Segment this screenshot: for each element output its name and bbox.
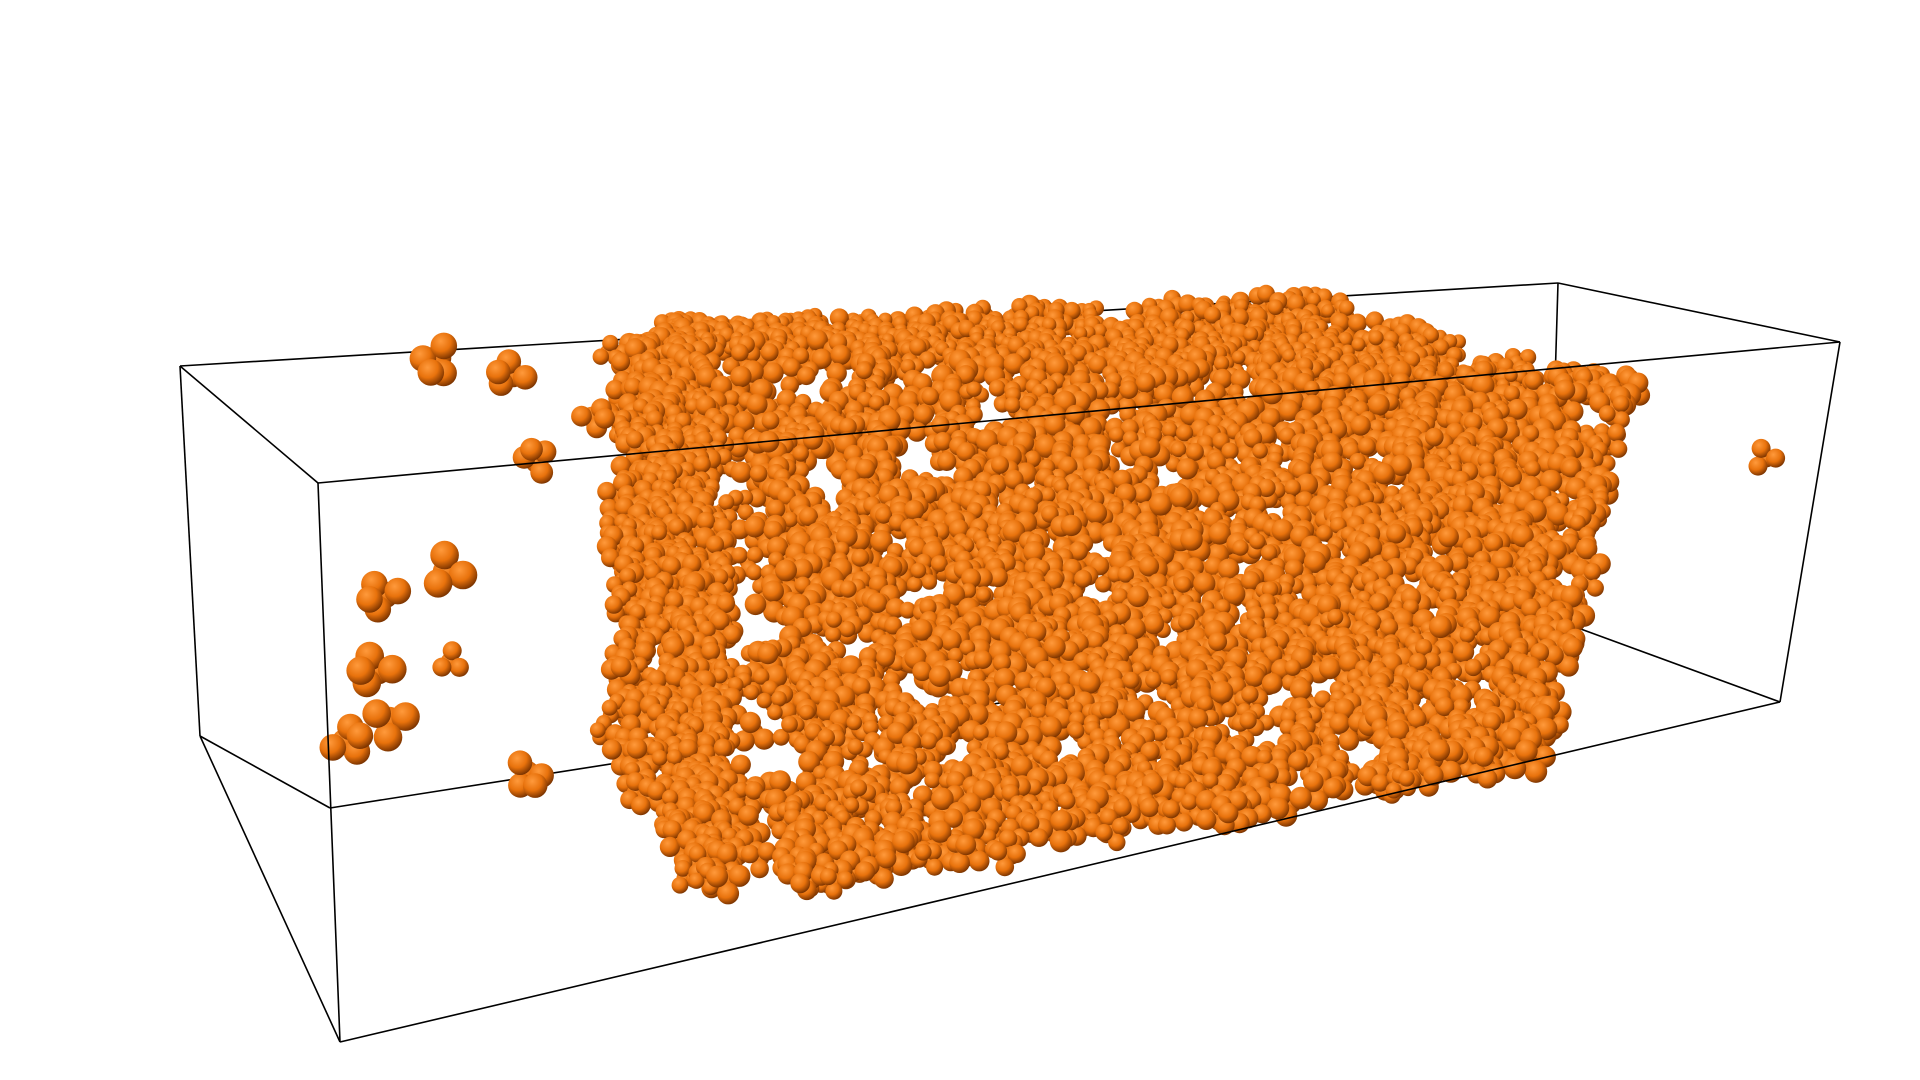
atom-sphere bbox=[1351, 337, 1366, 352]
atom-sphere bbox=[1231, 350, 1246, 365]
atom-sphere bbox=[937, 451, 957, 471]
atom-sphere bbox=[829, 308, 849, 328]
atom-sphere bbox=[1139, 436, 1161, 459]
atom-sphere bbox=[913, 404, 934, 425]
atom-sphere bbox=[792, 445, 809, 462]
atom-sphere bbox=[1108, 426, 1125, 443]
atom-sphere bbox=[1609, 440, 1628, 458]
atom-sphere bbox=[1267, 299, 1284, 316]
atom-sphere bbox=[1607, 423, 1626, 442]
atom-sphere bbox=[1286, 294, 1306, 313]
atom-sphere bbox=[921, 387, 939, 406]
atom-sphere bbox=[1357, 437, 1376, 456]
atom-sphere bbox=[1338, 300, 1355, 316]
atom-sphere bbox=[1252, 443, 1268, 459]
atom-sphere bbox=[611, 352, 631, 372]
atom-sphere bbox=[730, 461, 752, 483]
atom-sphere bbox=[1348, 313, 1367, 333]
box-edge bbox=[1547, 616, 1781, 703]
atom-sphere bbox=[749, 464, 768, 483]
atom-sphere bbox=[761, 411, 780, 430]
molecule-cloud bbox=[319, 284, 1786, 905]
atom-sphere bbox=[802, 429, 824, 450]
atom-sphere bbox=[1011, 298, 1028, 315]
atom-sphere bbox=[1350, 415, 1371, 436]
atom-sphere bbox=[988, 379, 1006, 397]
atom-sphere bbox=[1554, 379, 1576, 401]
atom-sphere bbox=[1013, 316, 1029, 333]
atom-sphere bbox=[1178, 294, 1198, 314]
atom-sphere bbox=[966, 381, 982, 397]
atom-sphere bbox=[1135, 372, 1156, 393]
atom-sphere bbox=[797, 366, 816, 386]
atom-sphere bbox=[1204, 306, 1221, 324]
atom-sphere bbox=[1425, 427, 1444, 447]
atom-sphere bbox=[693, 455, 711, 473]
atom-sphere bbox=[1004, 396, 1021, 414]
atom-sphere bbox=[1304, 380, 1320, 397]
atom-sphere bbox=[1368, 330, 1384, 346]
atom-sphere bbox=[592, 348, 609, 365]
atom-sphere bbox=[1176, 458, 1198, 480]
atom-sphere bbox=[1373, 462, 1395, 485]
atom-sphere bbox=[746, 393, 768, 415]
atom-sphere bbox=[730, 365, 752, 388]
atom-sphere bbox=[1612, 395, 1630, 413]
atom-sphere bbox=[1504, 368, 1518, 382]
atom-sphere bbox=[991, 455, 1009, 474]
atom-sphere bbox=[602, 334, 619, 352]
atom-sphere bbox=[830, 344, 851, 365]
box-edge bbox=[1557, 282, 1841, 343]
atom-sphere bbox=[1321, 304, 1335, 318]
atom-sphere bbox=[731, 343, 749, 362]
atom-sphere bbox=[1119, 380, 1139, 400]
atom-sphere bbox=[1306, 292, 1321, 307]
atom-sphere bbox=[855, 362, 873, 380]
atom-sphere bbox=[1598, 405, 1616, 423]
atom-sphere bbox=[1161, 422, 1178, 439]
atom-sphere bbox=[760, 343, 779, 362]
atom-sphere bbox=[1243, 326, 1259, 342]
